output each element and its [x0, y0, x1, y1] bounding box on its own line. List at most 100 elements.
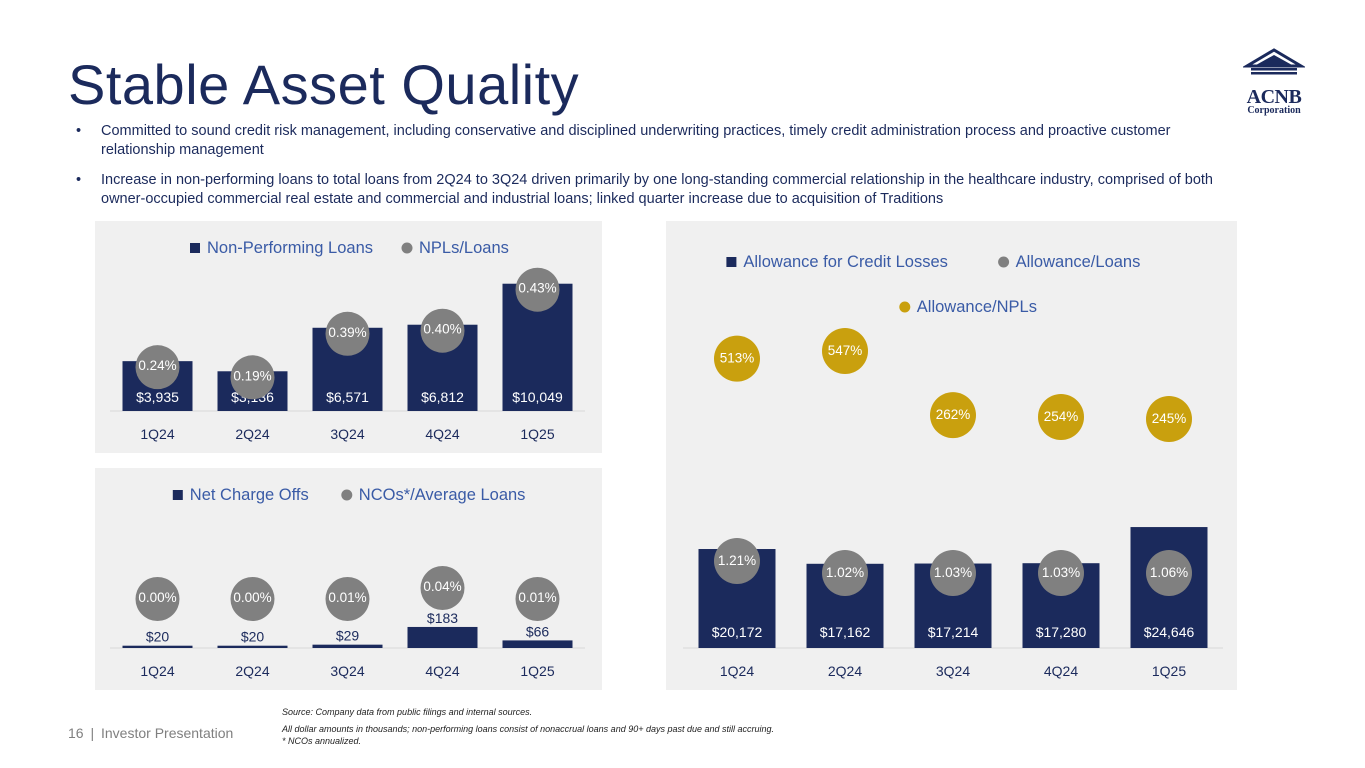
bar-value-label: $24,646 — [1144, 624, 1195, 640]
logo-wordmark: ACNB — [1246, 86, 1302, 108]
x-tick-label: 1Q24 — [720, 663, 754, 679]
ratio-marker — [135, 345, 180, 390]
legend-marker-square — [190, 243, 200, 253]
bar-value-label: $17,214 — [928, 624, 979, 640]
x-tick-label: 3Q24 — [936, 663, 970, 679]
x-tick-label: 4Q24 — [425, 426, 459, 442]
ratio-label: 254% — [1044, 409, 1079, 424]
bullet-symbol: • — [76, 172, 82, 188]
x-tick-label: 2Q24 — [828, 663, 862, 679]
bullet-symbol: • — [76, 123, 82, 139]
ratio-label: 1.02% — [826, 565, 864, 580]
bar-value-label: $10,049 — [512, 389, 563, 405]
bullet-item: • Committed to sound credit risk managem… — [76, 122, 1226, 160]
ratio-marker — [822, 328, 868, 374]
npl-chart-panel: Non-Performing Loans NPLs/Loans 1Q24 $3,935… — [95, 221, 602, 453]
bar-value-label: $20 — [241, 629, 265, 645]
ratio-label: 1.21% — [718, 553, 756, 568]
ratio-label: 1.06% — [1150, 565, 1188, 580]
nco-chart-panel: Net Charge Offs NCOs*/Average Loans 1Q24 $2… — [95, 468, 602, 690]
acnb-logo: ACNB Corporation — [1243, 48, 1305, 116]
x-tick-label: 4Q24 — [1044, 663, 1078, 679]
page-number: 16 — [68, 725, 84, 741]
ratio-label: 0.19% — [233, 368, 271, 383]
ratio-marker — [230, 355, 275, 400]
ratio-marker — [714, 538, 760, 584]
ratio-label: 0.40% — [423, 322, 461, 337]
legend-marker-circle — [998, 256, 1010, 268]
page-title: Stable Asset Quality — [68, 53, 580, 116]
legend-marker-circle — [341, 489, 353, 501]
ratio-marker — [1038, 393, 1084, 440]
legend-label: Non-Performing Loans — [207, 239, 373, 257]
ratio-label: 547% — [828, 343, 863, 358]
ratio-label: 1.03% — [934, 565, 972, 580]
bar-nco — [312, 644, 383, 648]
bar-nco — [407, 626, 478, 648]
source-note: Source: Company data from public filings… — [282, 707, 533, 717]
ratio-marker — [822, 550, 868, 596]
ratio-label: 1.03% — [1042, 565, 1080, 580]
legend-marker-circle — [401, 242, 413, 254]
bullet-text: Increase in non-performing loans to tota… — [101, 172, 1213, 207]
bar-value-label: $66 — [526, 623, 550, 639]
ratio-marker — [325, 577, 370, 621]
bar-value-label: $29 — [336, 628, 360, 644]
ratio-label: 0.39% — [328, 325, 366, 340]
bar-nco — [502, 640, 573, 648]
bar-value-label: $3,935 — [136, 389, 179, 405]
ratio-label: 0.43% — [518, 281, 556, 296]
ratio-label: 262% — [936, 407, 971, 422]
footer-page-label: 16 | Investor Presentation — [68, 725, 233, 741]
legend-marker-square — [726, 257, 737, 267]
x-tick-label: 1Q25 — [520, 426, 554, 442]
x-tick-label: 4Q24 — [425, 663, 459, 679]
legend-label: Net Charge Offs — [190, 486, 309, 504]
ratio-marker — [420, 566, 465, 610]
acl-chart: Allowance for Credit Losses Allowance/Loa… — [683, 253, 1223, 679]
ratio-marker — [1146, 550, 1192, 596]
bullet-list: • Committed to sound credit risk managem… — [76, 122, 1226, 220]
legend-marker-circle — [899, 301, 911, 313]
x-tick-label: 1Q24 — [140, 426, 174, 442]
bar-value-label: $6,812 — [421, 389, 464, 405]
amount-note: All dollar amounts in thousands; non-per… — [282, 724, 775, 734]
ratio-label: 245% — [1152, 411, 1187, 426]
ratio-marker — [515, 577, 560, 621]
bar-value-label: $17,162 — [820, 624, 871, 640]
x-tick-label: 2Q24 — [235, 426, 269, 442]
bar-value-label: $183 — [427, 610, 458, 626]
ratio-label: 0.00% — [138, 590, 176, 605]
x-tick-label: 1Q25 — [1152, 663, 1186, 679]
ratio-marker — [930, 550, 976, 596]
x-tick-label: 3Q24 — [330, 426, 364, 442]
acl-chart-panel: Allowance for Credit Losses Allowance/Loa… — [666, 221, 1237, 690]
ratio-marker — [230, 577, 275, 621]
bar-nco — [217, 645, 288, 648]
nco-note: * NCOs annualized. — [282, 736, 362, 746]
legend-marker-square — [172, 490, 183, 500]
ratio-marker — [714, 335, 760, 382]
ratio-marker — [930, 392, 976, 439]
footer-separator: | — [90, 725, 95, 741]
ratio-marker — [1038, 550, 1084, 596]
ratio-label: 0.24% — [138, 358, 176, 373]
x-tick-label: 1Q25 — [520, 663, 554, 679]
ratio-marker — [515, 267, 560, 312]
ratio-label: 0.01% — [328, 590, 366, 605]
logo-subtitle: Corporation — [1247, 105, 1301, 116]
x-tick-label: 3Q24 — [330, 663, 364, 679]
bar-nco — [122, 645, 193, 648]
legend-label: NCOs*/Average Loans — [359, 486, 526, 504]
legend-label: NPLs/Loans — [419, 239, 509, 257]
bank-building-icon — [1243, 48, 1305, 75]
bar-value-label: $20,172 — [712, 624, 763, 640]
bullet-item: • Increase in non-performing loans to to… — [76, 171, 1226, 209]
legend-label: Allowance for Credit Losses — [743, 253, 948, 271]
bullet-text: Committed to sound credit risk managemen… — [101, 123, 1171, 158]
ratio-marker — [420, 308, 465, 353]
footnotes: Source: Company data from public filings… — [282, 706, 774, 747]
ratio-marker — [325, 311, 370, 356]
x-tick-label: 2Q24 — [235, 663, 269, 679]
ratio-marker — [1146, 396, 1192, 442]
